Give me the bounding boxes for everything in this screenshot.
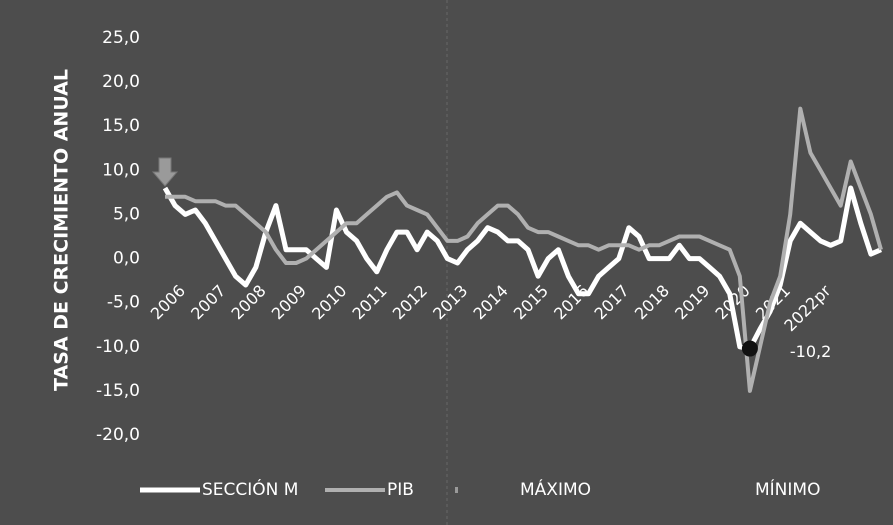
y-axis-label: TASA DE CRECIMIENTO ANUAL	[51, 69, 73, 391]
data-line	[162, 185, 882, 351]
y-tick-label: 10,0	[102, 160, 140, 180]
legend-swatch	[455, 487, 458, 493]
y-tick-label: -15,0	[96, 381, 140, 401]
y-tick-label: -20,0	[96, 425, 140, 445]
data-line	[165, 106, 883, 393]
y-tick-label: -5,0	[107, 293, 140, 313]
legend-label: PIB	[387, 480, 414, 500]
min-marker	[741, 340, 758, 357]
legend-label: SECCIÓN M	[202, 478, 298, 500]
y-tick-label: 0,0	[113, 249, 140, 269]
legend-label: MÁXIMO	[520, 478, 591, 500]
max-marker	[151, 157, 179, 187]
y-tick-label: 15,0	[102, 116, 140, 136]
y-tick-label: 25,0	[102, 28, 140, 48]
y-tick-label: 5,0	[113, 204, 140, 224]
y-tick-label: 20,0	[102, 72, 140, 92]
y-tick-label: -10,0	[96, 337, 140, 357]
legend-label: MÍNIMO	[755, 478, 820, 500]
annotation: -10,2	[790, 342, 831, 361]
